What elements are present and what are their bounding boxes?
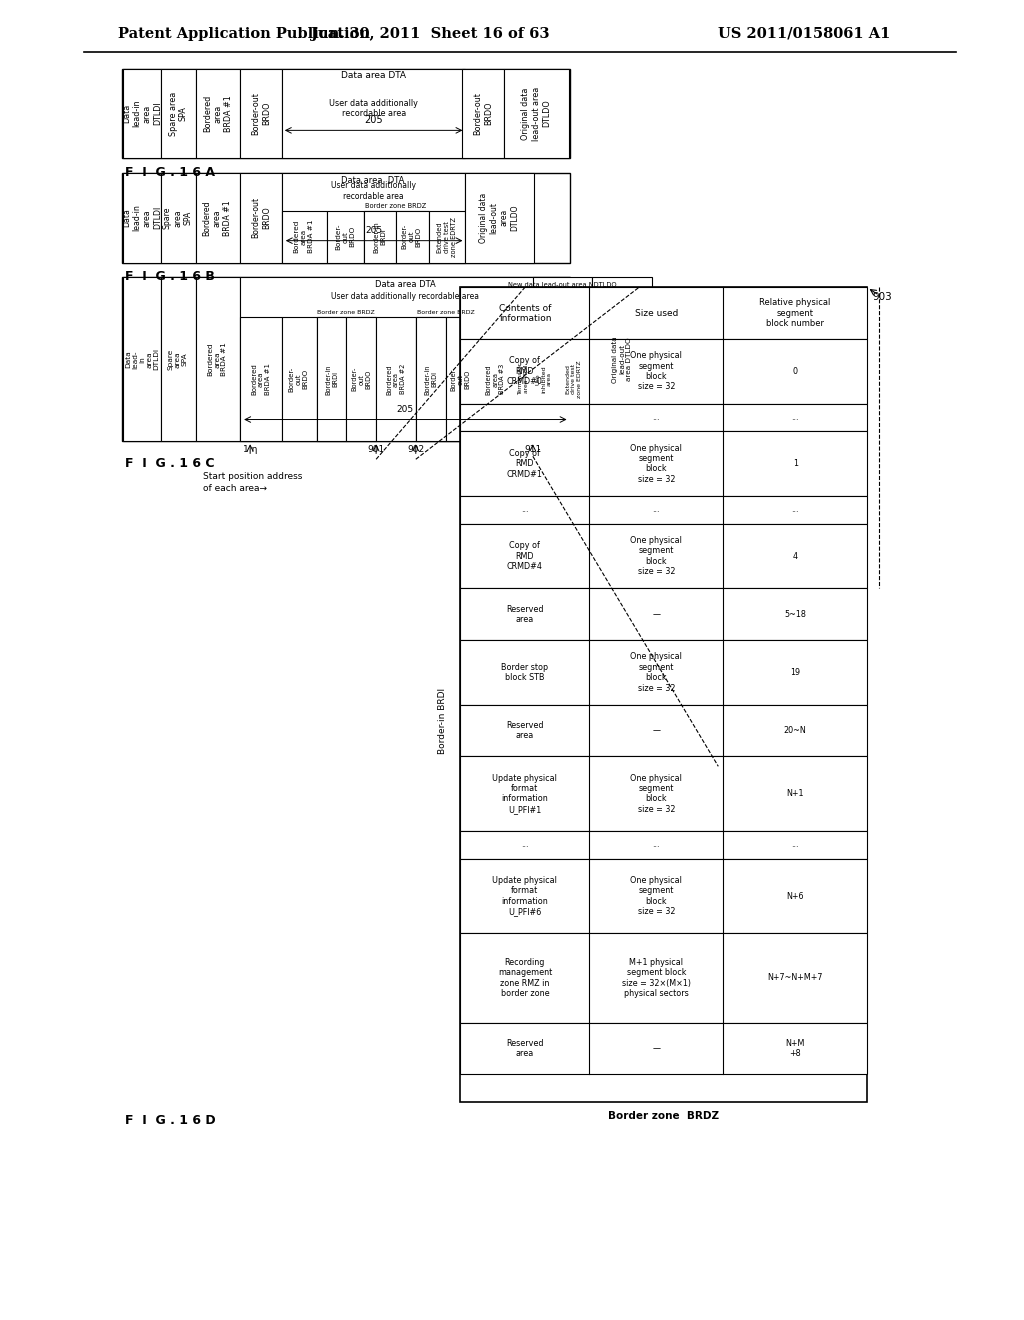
Text: Recording
management
zone RMZ in
border zone: Recording management zone RMZ in border … <box>498 958 552 998</box>
Bar <box>122 69 569 158</box>
Text: 205: 205 <box>397 405 414 414</box>
Text: Copy of
RMD
CRMD#1: Copy of RMD CRMD#1 <box>507 449 543 479</box>
Bar <box>123 277 161 441</box>
Text: Border-
out
BRDO: Border- out BRDO <box>351 367 372 392</box>
Bar <box>416 317 475 441</box>
Text: Bordered
area
BRDA #1: Bordered area BRDA #1 <box>203 95 232 132</box>
Text: F  I  G . 1 6 C: F I G . 1 6 C <box>125 457 215 470</box>
Text: M+1 physical
segment block
size = 32×(M×1)
physical sectors: M+1 physical segment block size = 32×(M×… <box>622 958 691 998</box>
Text: 903: 903 <box>872 292 892 302</box>
Text: Copy of
RMD
CRMD#4: Copy of RMD CRMD#4 <box>507 541 543 572</box>
Text: Bordered
area
BRDA #3: Bordered area BRDA #3 <box>485 364 505 395</box>
Bar <box>365 211 429 263</box>
Text: One physical
segment
block
size = 32: One physical segment block size = 32 <box>631 774 682 813</box>
Bar <box>461 756 867 830</box>
Text: Update physical
format
information
U_PFI#6: Update physical format information U_PFI… <box>493 876 557 916</box>
Text: F  I  G . 1 6 A: F I G . 1 6 A <box>125 165 215 178</box>
Text: 1 η: 1 η <box>243 445 257 454</box>
Bar <box>592 277 652 441</box>
Bar <box>463 69 504 158</box>
Text: Border-out
BRDO: Border-out BRDO <box>251 197 270 239</box>
Text: Extended
drive test
zone EDRTZ: Extended drive test zone EDRTZ <box>565 360 582 399</box>
Text: Border-out
BRDO: Border-out BRDO <box>251 92 270 135</box>
Text: Jun. 30, 2011  Sheet 16 of 63: Jun. 30, 2011 Sheet 16 of 63 <box>311 26 550 41</box>
Bar <box>461 288 867 1102</box>
Bar <box>461 339 867 404</box>
Text: ...: ... <box>652 841 660 849</box>
Bar <box>461 589 867 640</box>
Text: New data lead-out area NDTLDO: New data lead-out area NDTLDO <box>508 282 616 288</box>
Text: Use
inhibited
area: Use inhibited area <box>536 366 552 393</box>
Text: 1: 1 <box>793 459 798 469</box>
Bar <box>241 69 282 158</box>
Bar <box>461 859 867 933</box>
Text: Reserved
area: Reserved area <box>506 1039 544 1059</box>
Text: Border stop
block STB: Border stop block STB <box>502 663 549 682</box>
Bar <box>475 317 515 441</box>
Bar <box>196 277 241 441</box>
Text: Terminator
area TRM: Terminator area TRM <box>518 363 529 396</box>
Text: User data additionally
recordable area: User data additionally recordable area <box>329 99 418 119</box>
Text: One physical
segment
block
size = 32: One physical segment block size = 32 <box>631 444 682 484</box>
Text: N+1: N+1 <box>786 789 804 799</box>
Text: ...: ... <box>521 413 528 422</box>
Bar <box>465 173 534 263</box>
Text: ...: ... <box>652 413 660 422</box>
Bar <box>282 173 465 263</box>
Bar <box>346 317 376 441</box>
Text: Extended
drive test
zone EDRTZ: Extended drive test zone EDRTZ <box>436 216 457 256</box>
Bar <box>316 317 376 441</box>
Text: Original data
lead-out area
DTLDO: Original data lead-out area DTLDO <box>521 86 551 141</box>
Bar <box>122 173 569 263</box>
Bar <box>461 496 867 524</box>
Text: Bordered
area
BRDA #1: Bordered area BRDA #1 <box>294 220 313 253</box>
Bar <box>327 211 365 263</box>
Text: Spare
area
SPA: Spare area SPA <box>168 348 187 370</box>
Text: Copy of
RMD
CRMD#0: Copy of RMD CRMD#0 <box>507 356 543 387</box>
Text: Data
lead-in
area
DTLDI: Data lead-in area DTLDI <box>122 205 162 231</box>
Text: Bordered
area
BRDA #1: Bordered area BRDA #1 <box>208 342 227 376</box>
Bar <box>461 933 867 1023</box>
Text: 205: 205 <box>366 226 383 235</box>
Bar <box>461 432 867 496</box>
Text: 20~N: 20~N <box>783 726 807 735</box>
Text: Border-
out
BRDO: Border- out BRDO <box>336 223 355 249</box>
Text: 5~18: 5~18 <box>784 610 806 619</box>
Text: Original data
lead-out
area DTLDO: Original data lead-out area DTLDO <box>612 337 632 383</box>
Bar <box>532 277 592 441</box>
Bar <box>376 317 416 441</box>
Text: One physical
segment
block
size = 32: One physical segment block size = 32 <box>631 536 682 577</box>
Text: N+7~N+M+7: N+7~N+M+7 <box>767 973 823 982</box>
Text: Original data
lead-out
area
DTLDO: Original data lead-out area DTLDO <box>479 193 519 243</box>
Text: Data area  DTA: Data area DTA <box>341 176 404 185</box>
Text: Border zone BRDZ: Border zone BRDZ <box>317 310 375 314</box>
Bar <box>461 524 867 589</box>
Text: Bordered
area
BRDA #1: Bordered area BRDA #1 <box>251 363 271 395</box>
Bar <box>532 317 555 441</box>
Text: Border-in
BRDI: Border-in BRDI <box>424 364 437 395</box>
Text: ...: ... <box>521 506 528 515</box>
Text: ...: ... <box>792 841 799 849</box>
Text: of each area→: of each area→ <box>203 483 266 492</box>
Text: Size used: Size used <box>635 309 678 318</box>
Bar <box>461 288 867 339</box>
Text: Border-
out
BRDO: Border- out BRDO <box>401 224 422 249</box>
Bar <box>123 173 161 263</box>
Text: One physical
segment
block
size = 32: One physical segment block size = 32 <box>631 351 682 392</box>
Text: One physical
segment
block
size = 32: One physical segment block size = 32 <box>631 876 682 916</box>
Bar <box>123 69 161 158</box>
Text: F  I  G . 1 6 B: F I G . 1 6 B <box>125 269 215 282</box>
Text: Contents of
information: Contents of information <box>499 304 551 323</box>
Bar <box>445 317 475 441</box>
Text: 901: 901 <box>368 445 385 454</box>
Bar <box>461 640 867 705</box>
Text: US 2011/0158061 A1: US 2011/0158061 A1 <box>718 26 891 41</box>
Bar <box>461 1023 867 1074</box>
Text: 4: 4 <box>793 552 798 561</box>
Text: User data additionally
recordable area: User data additionally recordable area <box>331 181 416 201</box>
Bar <box>429 211 465 263</box>
Text: ...: ... <box>652 506 660 515</box>
Text: One physical
segment
block
size = 32: One physical segment block size = 32 <box>631 652 682 693</box>
Text: 0: 0 <box>793 367 798 376</box>
Text: Bordered
area
BRDA #2: Bordered area BRDA #2 <box>386 364 406 395</box>
